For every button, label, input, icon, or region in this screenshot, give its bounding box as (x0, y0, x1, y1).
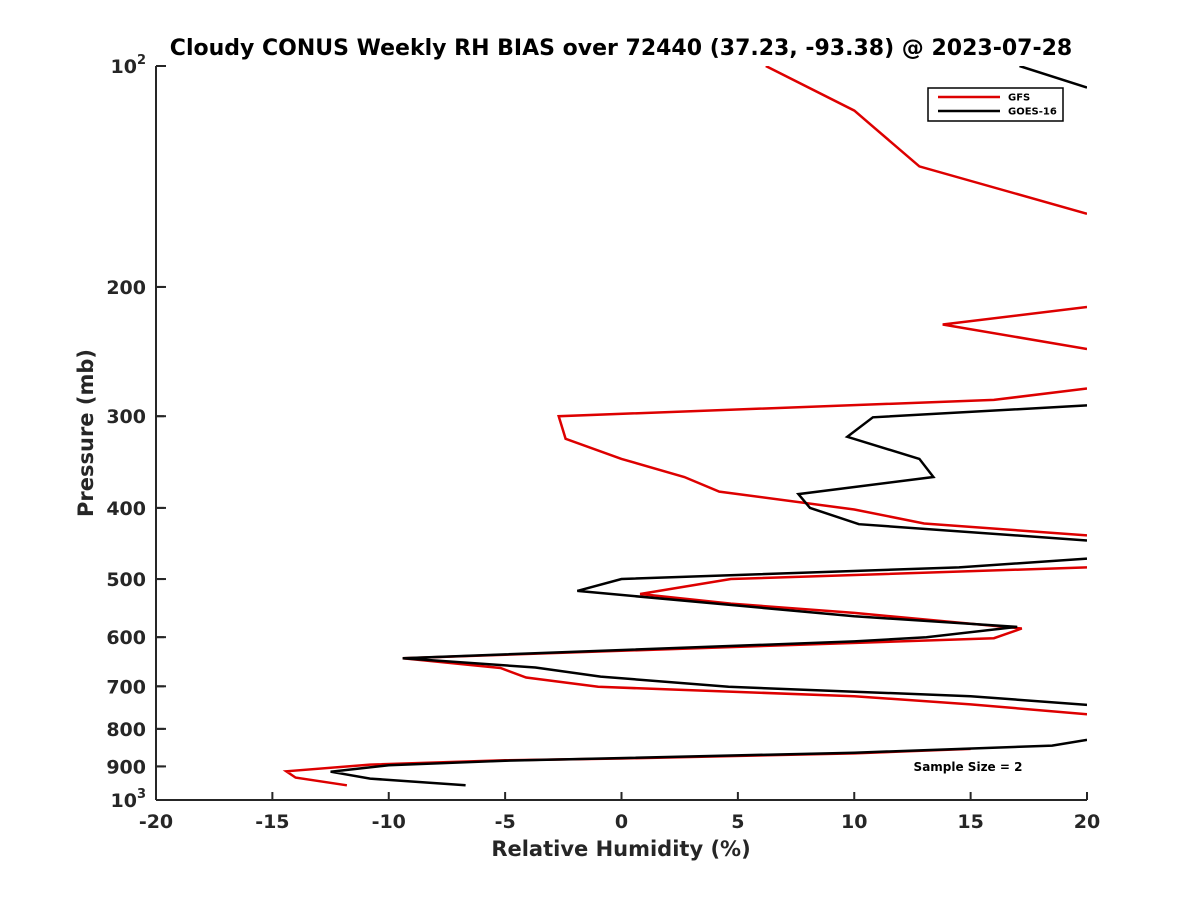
y-tick-label: 400 (106, 498, 146, 520)
y-tick-label: 700 (106, 676, 146, 698)
legend: GFS GOES-16 (927, 87, 1064, 122)
sample-size-annotation: Sample Size = 2 (914, 760, 1023, 774)
series-line-goes-16 (330, 66, 1087, 787)
x-axis-label: Relative Humidity (%) (491, 837, 750, 861)
series-line-gfs (282, 66, 1087, 787)
axes-layer: -20 -15 -10 -5 0 5 10 15 20 102 200 300 400 500 600 700… (106, 53, 1100, 833)
x-tick-label: -5 (495, 811, 516, 833)
legend-box (927, 87, 1064, 122)
x-tick-label: -20 (139, 811, 173, 833)
series-layer (282, 66, 1087, 787)
x-tick-label: 20 (1074, 811, 1100, 833)
y-tick-label: 102 (111, 53, 147, 78)
x-tick-label: 15 (957, 811, 983, 833)
chart-title: Cloudy CONUS Weekly RH BIAS over 72440 (… (170, 36, 1072, 61)
x-tick-label: 5 (731, 811, 744, 833)
x-tick-label: -15 (255, 811, 289, 833)
x-tick-label: 10 (841, 811, 867, 833)
legend-label-gfs: GFS (1008, 93, 1030, 104)
y-tick-label: 103 (111, 787, 147, 812)
y-tick-label: 800 (106, 719, 146, 741)
y-tick-label: 600 (106, 627, 146, 649)
x-tick-label: 0 (615, 811, 628, 833)
y-tick-label: 500 (106, 569, 146, 591)
y-axis-label: Pressure (mb) (74, 349, 98, 517)
y-tick-label: 900 (106, 756, 146, 778)
legend-label-goes-16: GOES-16 (1008, 107, 1057, 118)
y-tick-label: 200 (106, 277, 146, 299)
y-tick-label: 300 (106, 406, 146, 428)
x-tick-label: -10 (372, 811, 406, 833)
